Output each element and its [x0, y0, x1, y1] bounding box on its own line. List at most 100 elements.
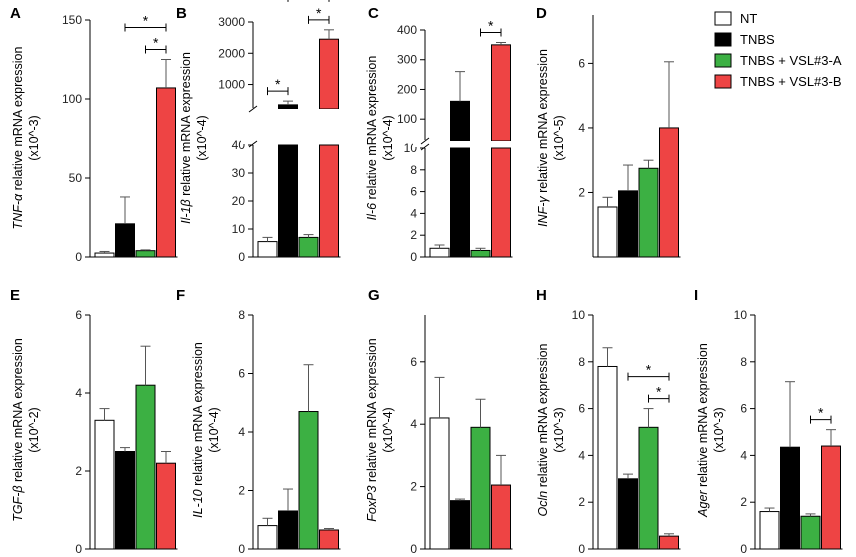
y-tick-label: 3000: [218, 15, 245, 29]
bar-tnbs-vsl-3-a: [638, 426, 659, 550]
y-tick-label: 150: [62, 13, 82, 27]
y-tick-label: 4: [740, 448, 747, 462]
significance-star: *: [488, 17, 494, 33]
panel-f: F IL-10 relative mRNA expression (x10^-4) 0…: [176, 287, 341, 556]
y-tick-label: 6: [410, 355, 417, 369]
y-axis-gene: FoxP3: [365, 486, 379, 522]
y-tick-label: 10: [572, 308, 586, 322]
bar-nt: [94, 252, 115, 258]
bar-tnbs-vsl-3-a: [470, 426, 491, 550]
y-tick-label: 2000: [218, 46, 245, 60]
y-tick-label: 6: [410, 185, 417, 199]
bar-tnbs: [780, 446, 800, 550]
bar-tnbs-vsl-3-b: [659, 127, 679, 258]
axis-break-mark: [248, 140, 258, 148]
y-axis-unit: (x10^-3): [552, 407, 566, 452]
bar-nt: [429, 417, 450, 550]
y-tick-label: 2: [578, 495, 585, 509]
y-axis-unit: (x10^-3): [712, 407, 726, 452]
panel-e: E TGF-β relative mRNA expression (x10^-2) 0…: [10, 287, 178, 556]
axis-break-mark: [420, 137, 430, 145]
y-axis-label-rest: relative mRNA expression: [365, 56, 379, 203]
y-axis-gene: INF-γ: [536, 196, 550, 227]
bar-tnbs: [618, 478, 638, 550]
y-tick-label: 100: [62, 92, 82, 106]
significance-star: *: [656, 384, 662, 400]
bar-tnbs-vsl-3-a: [135, 384, 156, 550]
axis-break-mark: [420, 143, 430, 151]
axis-break-gap: [413, 141, 515, 147]
panel-h: H Ocln relative mRNA expression (x10^-3) 0 2…: [536, 287, 681, 556]
y-axis-unit: (x10^-2): [27, 407, 41, 452]
bar-tnbs-vsl-3-a: [470, 249, 491, 258]
bar-tnbs-vsl-3-b: [156, 462, 176, 550]
y-tick-label: 6: [75, 308, 82, 322]
y-axis-label-rest: relative mRNA expression: [696, 343, 710, 490]
bar-nt: [597, 365, 618, 550]
y-tick-label: 6: [740, 402, 747, 416]
legend-swatch: [714, 11, 732, 26]
y-tick-label: 2: [410, 480, 417, 494]
y-tick-label: 10: [734, 308, 748, 322]
bar-tnbs: [618, 190, 638, 258]
y-tick-label: 8: [410, 163, 417, 177]
panel-letter: E: [10, 287, 20, 304]
bar-nt: [759, 511, 780, 550]
y-tick-label: 400: [397, 23, 417, 37]
y-tick-label: 2: [740, 495, 747, 509]
y-tick-label: 0: [578, 542, 585, 556]
y-tick-label: 2: [75, 464, 82, 478]
bar-tnbs-vsl-3-a: [135, 250, 156, 258]
y-axis-label: Ager relative mRNA expression: [696, 343, 710, 518]
bar-tnbs-vsl-3-b-lower: [491, 147, 511, 258]
y-axis-label-rest: relative mRNA expression: [191, 342, 205, 489]
legend: NT TNBS TNBS + VSL#3-A TNBS + VSL#3-B: [714, 11, 842, 89]
bar-tnbs-vsl-3-a: [800, 515, 821, 550]
legend-label: TNBS + VSL#3-B: [740, 74, 842, 89]
y-axis-label-rest: relative mRNA expression: [536, 343, 550, 490]
y-tick-label: 0: [75, 250, 82, 264]
significance-star: *: [143, 13, 149, 29]
y-tick-label: 4: [410, 206, 417, 220]
y-axis-label-rest: relative mRNA expression: [11, 338, 25, 485]
panel-i: I Ager relative mRNA expression (x10^-3) 0 2…: [694, 287, 843, 556]
legend-swatch: [714, 74, 732, 89]
bar-nt: [257, 525, 278, 550]
y-axis-label-rest: relative mRNA expression: [179, 52, 193, 199]
significance-star: *: [316, 5, 322, 21]
panel-g: G FoxP3 relative mRNA expression (x10^-4) 0…: [365, 287, 513, 556]
bar-tnbs-lower: [450, 147, 470, 258]
y-axis-label: IL-10 relative mRNA expression: [191, 342, 205, 518]
y-tick-label: 300: [397, 53, 417, 67]
bar-tnbs-vsl-3-b-lower: [319, 144, 339, 258]
bar-tnbs-lower: [278, 144, 298, 258]
bar-nt: [597, 206, 618, 258]
y-tick-label: 30: [232, 166, 246, 180]
y-tick-label: 6: [578, 402, 585, 416]
y-tick-label: 2: [238, 484, 245, 498]
bar-tnbs: [115, 223, 135, 258]
y-tick-label: 0: [238, 542, 245, 556]
y-tick-label: 0: [410, 542, 417, 556]
bar-tnbs-vsl-3-b: [156, 87, 176, 258]
panel-letter: H: [536, 287, 547, 304]
panel-letter: A: [10, 5, 21, 22]
y-axis-gene: Il-6: [365, 203, 379, 220]
bar-tnbs-vsl-3-a: [298, 236, 319, 258]
panel-letter: G: [368, 287, 380, 304]
bar-tnbs-upper: [450, 100, 470, 142]
significance-star: *: [646, 362, 652, 378]
y-tick-label: 100: [397, 112, 417, 126]
significance-star: *: [818, 405, 824, 421]
bar-tnbs: [278, 510, 298, 550]
panel-letter: F: [176, 287, 185, 304]
y-axis-gene: Il-1β: [179, 199, 193, 224]
y-axis-unit: (x10^-4): [381, 407, 395, 452]
y-axis-label: FoxP3 relative mRNA expression: [365, 338, 379, 521]
y-axis-label-rest: relative mRNA expression: [11, 47, 25, 194]
y-tick-label: 8: [740, 355, 747, 369]
y-axis-label: Ocln relative mRNA expression: [536, 343, 550, 516]
legend-label: NT: [740, 11, 757, 26]
y-tick-label: 50: [69, 171, 83, 185]
